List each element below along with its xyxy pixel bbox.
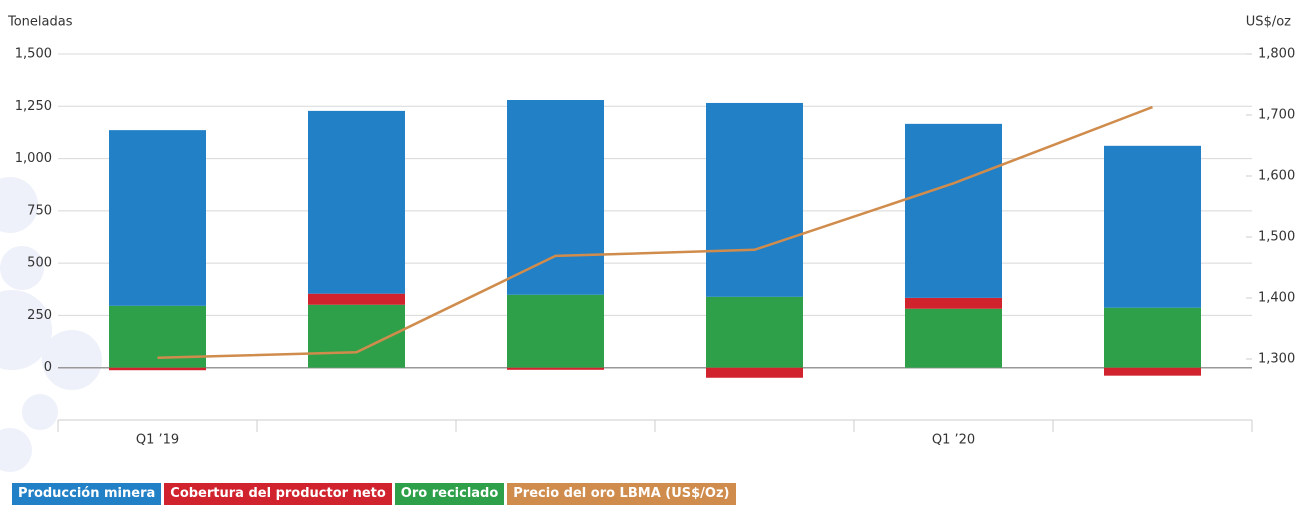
legend-item[interactable]: Oro reciclado bbox=[394, 483, 505, 505]
y-tick-label: 750 bbox=[27, 203, 52, 218]
bar-segment bbox=[1104, 145, 1201, 308]
y2-axis-title: US$/oz bbox=[1246, 15, 1291, 30]
y-axis-title: Toneladas bbox=[7, 15, 73, 30]
bar-segment bbox=[507, 294, 604, 368]
bar-segment bbox=[1104, 307, 1201, 368]
bar-segment bbox=[706, 367, 803, 378]
y2-tick-label: 1,300 bbox=[1258, 352, 1295, 367]
y-tick-label: 0 bbox=[44, 360, 52, 375]
bar-segment bbox=[507, 100, 604, 295]
y-tick-label: 1,500 bbox=[15, 47, 52, 62]
y2-tick-label: 1,500 bbox=[1258, 230, 1295, 245]
legend: Producción minera Cobertura del productor… bbox=[12, 483, 736, 505]
y2-tick-label: 1,800 bbox=[1258, 47, 1295, 62]
y2-tick-label: 1,400 bbox=[1258, 291, 1295, 306]
bar-segment bbox=[706, 296, 803, 368]
background-decoration bbox=[0, 177, 102, 472]
y2-tick-label: 1,600 bbox=[1258, 169, 1295, 184]
y-tick-label: 1,250 bbox=[15, 99, 52, 114]
legend-item[interactable]: Cobertura del productor neto bbox=[164, 483, 392, 505]
bar-segment bbox=[109, 130, 206, 306]
bar-segment bbox=[706, 102, 803, 297]
bar-segment bbox=[507, 367, 604, 370]
y-tick-label: 1,000 bbox=[15, 151, 52, 166]
bar-segment bbox=[905, 308, 1002, 368]
x-tick-label: Q1 ’19 bbox=[136, 433, 179, 448]
x-tick-label: Q1 ’20 bbox=[932, 433, 975, 448]
y-tick-label: 500 bbox=[27, 256, 52, 271]
y2-tick-label: 1,700 bbox=[1258, 108, 1295, 123]
bar-segment bbox=[905, 297, 1002, 309]
bar-segment bbox=[109, 367, 206, 371]
bar-segment bbox=[1104, 367, 1201, 376]
bar-segment bbox=[308, 293, 405, 305]
bar-segment bbox=[109, 305, 206, 368]
legend-item[interactable]: Precio del oro LBMA (US$/Oz) bbox=[507, 483, 736, 505]
chart: Toneladas US$/oz 0 250 500 750 1,000 1,250 1,5… bbox=[0, 15, 1295, 472]
bar-segment bbox=[308, 110, 405, 294]
y-tick-label: 250 bbox=[27, 308, 52, 323]
price-line bbox=[157, 105, 1153, 360]
bar-segment bbox=[905, 123, 1002, 298]
legend-item[interactable]: Producción minera bbox=[12, 483, 162, 505]
